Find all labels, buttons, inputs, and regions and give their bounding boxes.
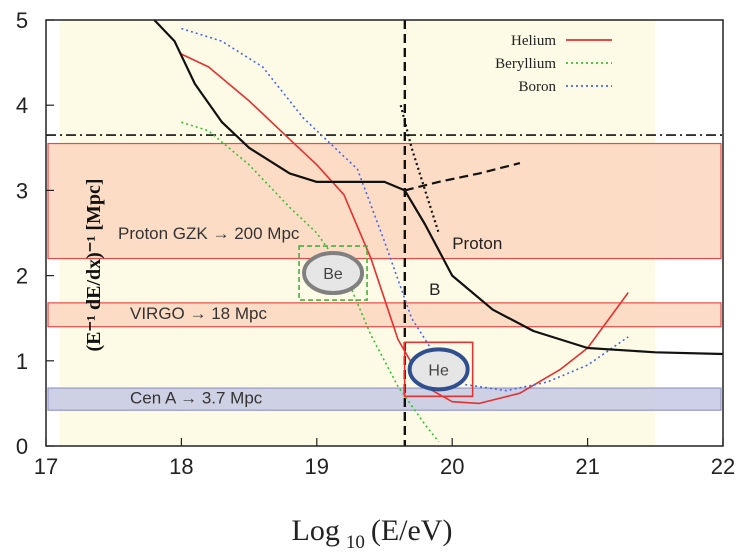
x-axis-label-subscript: 10 xyxy=(346,532,365,553)
band-and-curve-labels: Proton GZK → 200 Mpc VIRGO → 18 Mpc Cen A … xyxy=(118,224,502,407)
be-marker-ring xyxy=(302,251,365,296)
x-axis-label: Log 10 (E/eV) xyxy=(292,514,453,553)
y-axis-label: (E⁻¹ dE/dx)⁻¹ [Mpc] xyxy=(83,178,105,351)
x-tick-label-17: 17 xyxy=(34,454,58,479)
band-1 xyxy=(47,302,722,328)
legend-label-helium: Helium xyxy=(511,33,556,49)
x-tick-label-20: 20 xyxy=(440,454,464,479)
curve-label-proton: Proton xyxy=(452,234,502,253)
x-tick-label-21: 21 xyxy=(575,454,599,479)
curve-label-b: B xyxy=(429,280,440,299)
be-marker-box xyxy=(298,245,368,301)
distance-bands xyxy=(47,142,722,411)
series-line-proton-dotted-branch xyxy=(399,104,440,234)
he-marker-label: He xyxy=(428,362,449,379)
y-tick-label-4: 4 xyxy=(16,93,28,118)
band-label-1: VIRGO → 18 Mpc xyxy=(130,304,267,323)
y-tick-label-5: 5 xyxy=(16,8,28,33)
x-axis-label-tail: (E/eV) xyxy=(371,514,453,547)
y-tick-label-3: 3 xyxy=(16,178,28,203)
x-tick-label-19: 19 xyxy=(305,454,329,479)
series-line-helium xyxy=(181,53,629,405)
x-axis-label-main: Log xyxy=(292,514,340,547)
legend: Helium Beryllium Boron xyxy=(495,33,612,95)
markers: Be He xyxy=(298,245,474,398)
series-line-boron xyxy=(181,27,629,392)
series-line-proton xyxy=(153,19,724,356)
series-line-proton-dashed-continuation xyxy=(404,162,521,192)
x-tick-label-22: 22 xyxy=(711,454,735,479)
axis-ticks: 17 18 19 20 21 22 0 1 2 3 4 5 xyxy=(16,8,735,479)
band-2 xyxy=(47,387,722,411)
plot-frame xyxy=(45,19,724,447)
legend-label-beryllium: Beryllium xyxy=(495,56,556,72)
he-marker-ring xyxy=(407,347,470,392)
y-tick-label-0: 0 xyxy=(16,434,28,459)
be-marker-label: Be xyxy=(323,266,343,283)
legend-label-boron: Boron xyxy=(519,79,557,95)
band-label-2: Cen A → 3.7 Mpc xyxy=(130,388,263,407)
y-tick-label-1: 1 xyxy=(16,349,28,374)
he-marker-box xyxy=(403,341,474,398)
y-tick-label-2: 2 xyxy=(16,264,28,289)
x-tick-label-18: 18 xyxy=(169,454,193,479)
band-label-0: Proton GZK → 200 Mpc xyxy=(118,224,300,243)
